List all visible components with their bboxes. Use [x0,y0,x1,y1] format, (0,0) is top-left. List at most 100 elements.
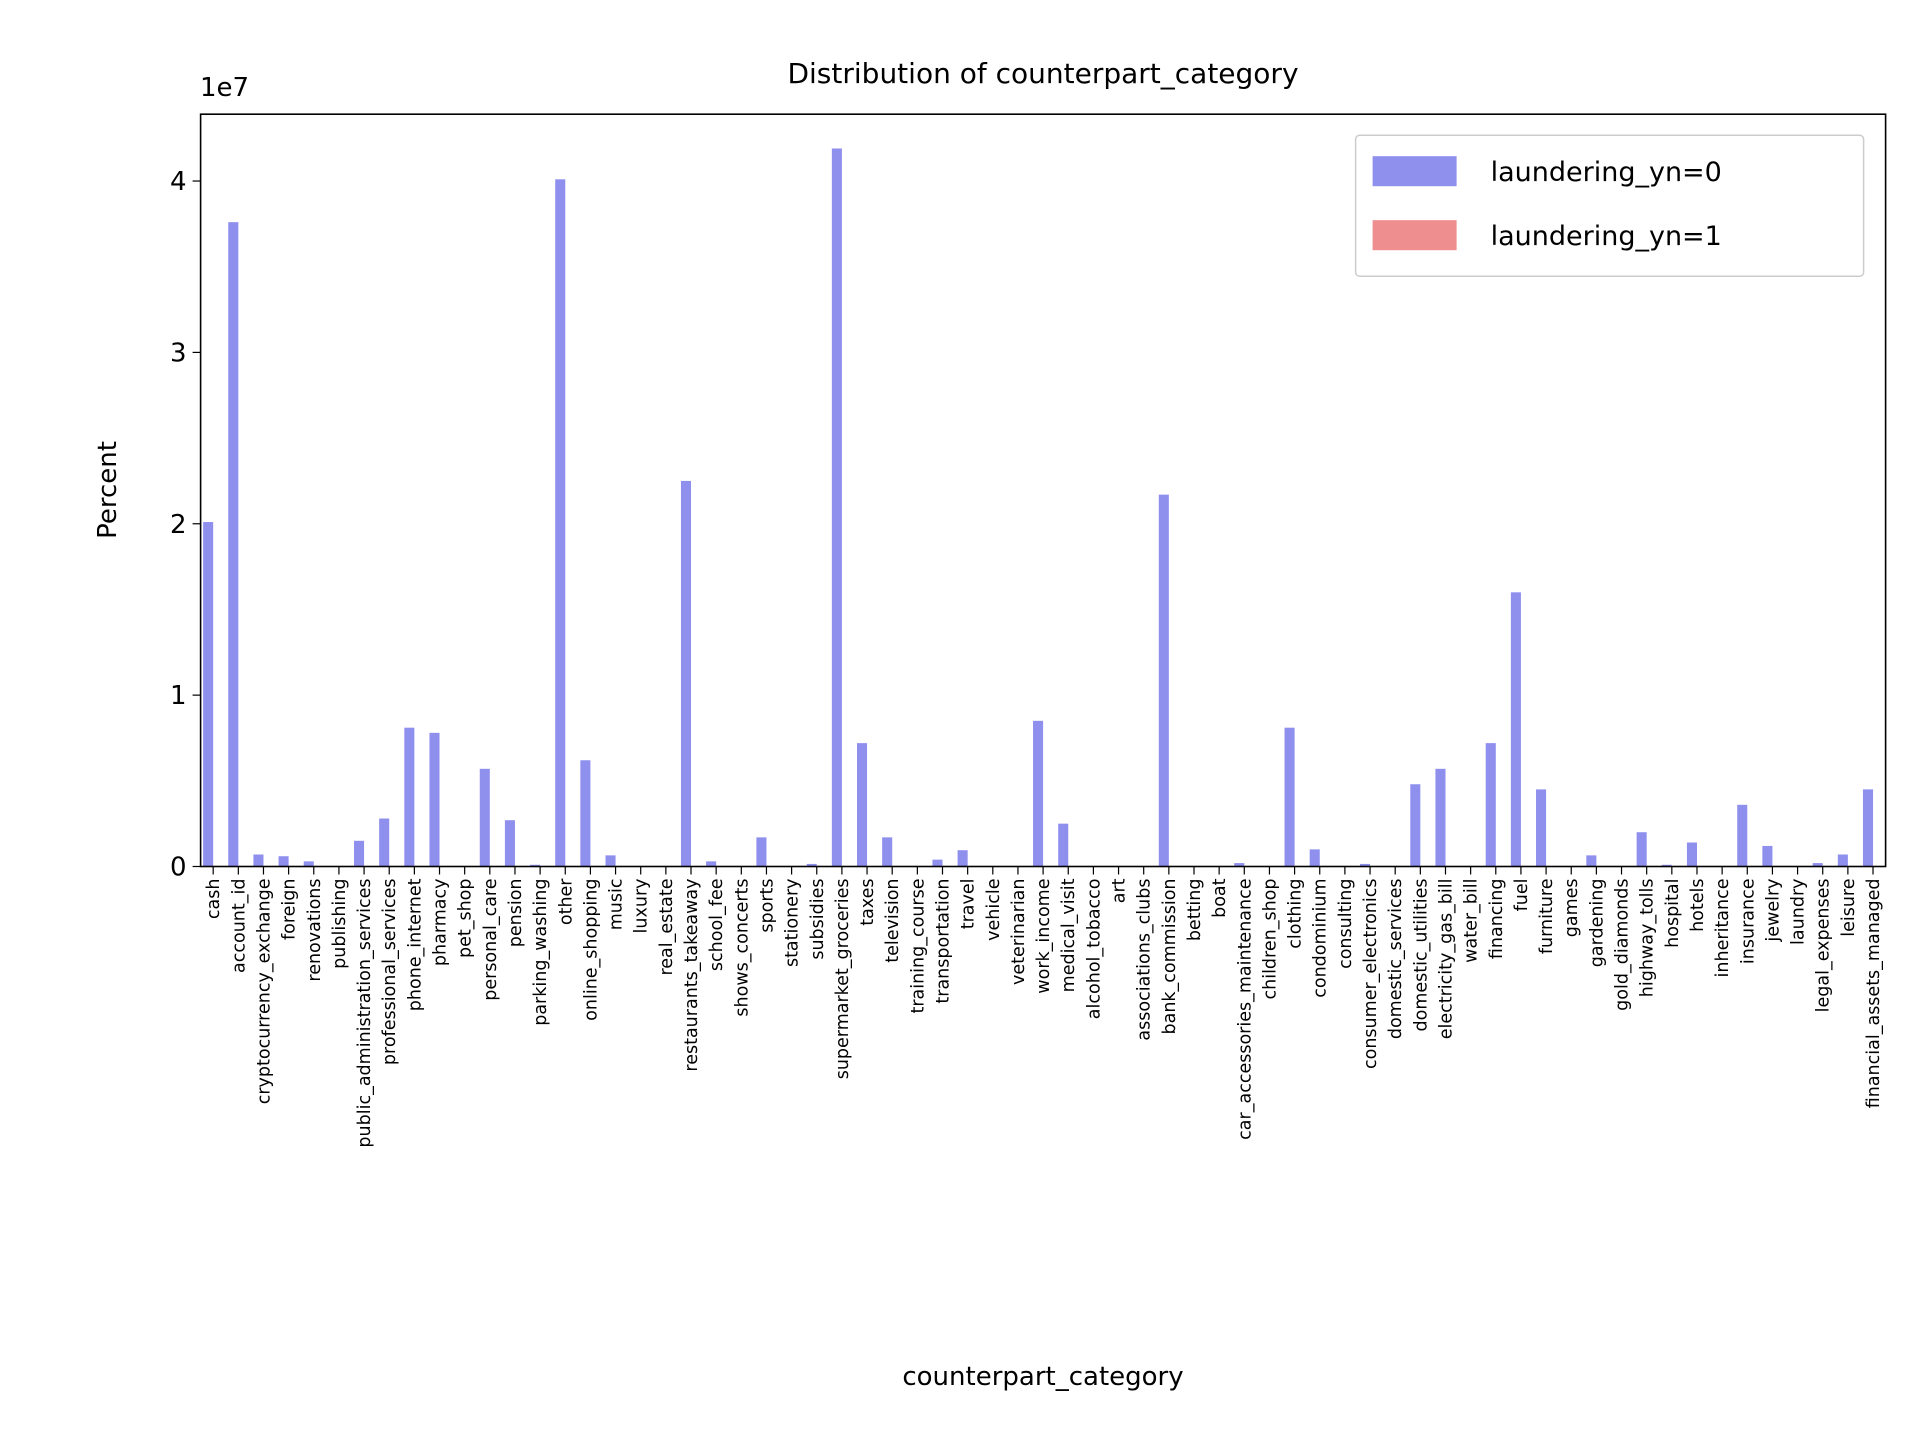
y-tick-label: 4 [170,167,187,197]
bar [605,855,616,867]
legend-label: laundering_yn=0 [1491,157,1722,188]
bar [379,818,390,867]
x-tick-label: foreign [280,879,300,941]
bar [1284,727,1295,867]
bar [856,743,868,867]
x-tick-label: luxury [632,879,652,934]
bar [1862,789,1874,867]
x-tick-label: veterinarian [1009,879,1029,986]
x-axis-label: counterpart_category [902,1362,1183,1392]
x-tick-label: games [1562,879,1582,938]
bar [1661,864,1672,867]
bar [1234,863,1245,867]
bar [1410,784,1421,867]
x-tick-label: gold_diamonds [1613,879,1633,1011]
y-tick-label: 2 [170,510,187,540]
x-tick-label: training_course [908,879,928,1014]
x-tick-label: work_income [1034,879,1054,994]
legend-swatch [1372,220,1457,251]
bar [806,863,817,867]
bar [1636,832,1647,867]
y-offset-label: 1e7 [200,73,249,103]
bar [429,732,440,867]
x-tick-label: financing [1487,879,1507,960]
legend-box [1354,134,1865,277]
bar [1033,720,1044,867]
x-tick-label: personal_care [481,879,501,1001]
legend-swatch [1372,156,1457,187]
bar [1536,789,1547,867]
bar [203,522,214,867]
bar [1158,494,1169,867]
x-tick-label: financial_assets_managed [1864,879,1884,1109]
x-tick-label: real_estate [657,879,677,976]
bar [504,820,515,867]
bar [404,727,415,867]
x-tick-label: sports [757,879,777,933]
x-tick-label: renovations [305,879,325,982]
x-tick-label: bank_commission [1160,879,1180,1035]
x-tick-label: music [607,879,627,931]
bar [957,850,968,867]
y-tick-label: 3 [170,338,187,368]
bar [831,148,842,867]
bar [303,861,314,867]
y-tick-label: 0 [170,853,187,883]
x-tick-label: insurance [1738,879,1758,965]
x-tick-label: stationery [783,879,803,968]
bar [1837,854,1848,867]
bar [1586,855,1597,867]
x-tick-label: professional_services [380,879,400,1066]
x-tick-label: electricity_gas_bill [1436,879,1456,1040]
x-tick-label: gardening [1587,879,1607,968]
x-tick-label: restaurants_takeaway [682,879,702,1072]
bar [479,768,490,867]
bar [932,859,943,867]
x-tick-label: laundry [1789,879,1809,945]
x-tick-label: medical_visit [1059,878,1079,992]
x-tick-label: pet_shop [456,879,476,959]
x-tick-label: consumer_electronics [1361,879,1381,1069]
x-tick-label: boat [1210,878,1230,918]
x-tick-label: parking_washing [531,879,551,1026]
x-tick-label: car_accessories_maintenance [1235,879,1255,1140]
x-tick-label: jewelry [1763,879,1783,943]
x-tick-label: inheritance [1713,879,1733,978]
bar [1309,849,1320,867]
x-tick-label: vehicle [984,879,1004,941]
x-tick-label: clothing [1286,879,1306,949]
x-tick-label: account_id [229,879,249,973]
x-tick-label: associations_clubs [1135,879,1155,1041]
x-tick-label: publishing [330,879,350,969]
x-tick-label: phone_internet [405,878,425,1011]
bar [580,760,591,867]
x-tick-label: fuel [1512,879,1532,912]
x-tick-label: art [1110,878,1130,903]
x-tick-label: leisure [1839,879,1859,937]
bar [1686,842,1697,867]
x-tick-label: betting [1185,879,1205,942]
x-tick-label: pharmacy [431,879,451,967]
x-tick-label: alcohol_tobacco [1084,879,1104,1020]
x-tick-label: domestic_utilities [1411,879,1431,1032]
x-tick-label: pension [506,879,526,948]
x-tick-label: furniture [1537,879,1557,955]
bar [1359,863,1371,867]
bar [228,222,239,867]
x-tick-label: supermarket_groceries [833,879,853,1080]
x-tick-label: water_bill [1462,879,1482,963]
x-tick-label: travel [959,879,979,930]
bar [530,864,541,867]
bar [1058,823,1069,867]
bar [1485,743,1496,867]
bar [756,837,767,867]
x-tick-label: condominium [1311,879,1331,998]
x-tick-label: highway_tolls [1638,879,1658,998]
x-tick-label: cash [204,879,224,920]
legend-label: laundering_yn=1 [1491,221,1722,252]
bar [1812,863,1823,867]
x-tick-label: school_fee [707,879,727,972]
x-tick-label: subsidies [808,879,828,960]
bar [1435,768,1446,867]
bar [680,480,692,867]
